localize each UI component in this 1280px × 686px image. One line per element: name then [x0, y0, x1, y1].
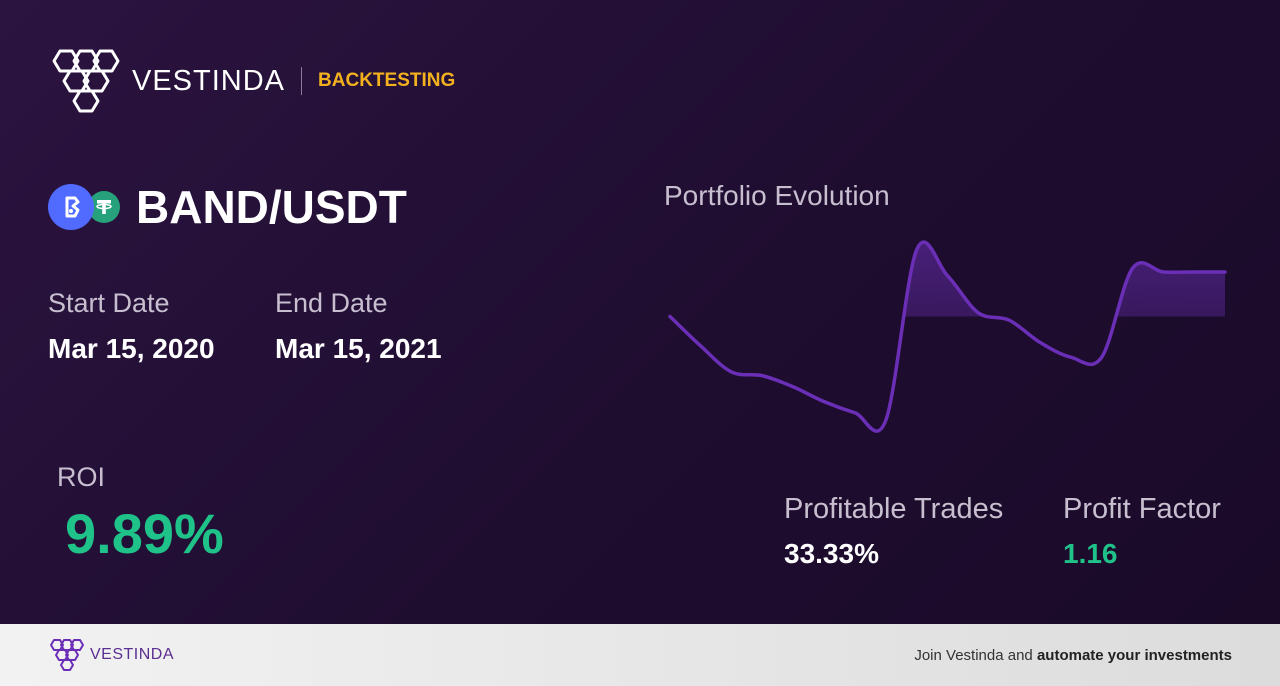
chart-area-fill	[903, 242, 1225, 317]
brand-tag: BACKTESTING	[318, 70, 456, 91]
roi-value: 9.89%	[65, 502, 224, 565]
trading-pair: BAND/USDT	[48, 180, 407, 234]
chart-point-7	[885, 419, 887, 421]
end-date: End Date Mar 15, 2021	[275, 288, 442, 365]
footer-cta[interactable]: Join Vestinda and automate your investme…	[914, 647, 1232, 664]
roi-block: ROI 9.89%	[57, 462, 224, 566]
chart-point-13	[1070, 356, 1072, 358]
profit-factor-value: 1.16	[1063, 538, 1118, 569]
end-date-value: Mar 15, 2021	[275, 333, 442, 364]
vestinda-logo-icon	[52, 49, 120, 113]
chart-point-0	[669, 315, 671, 317]
roi-label: ROI	[57, 462, 106, 492]
chart-point-9	[947, 275, 949, 277]
footer-brand-name: VESTINDA	[90, 646, 175, 663]
chart-point-2	[731, 371, 733, 373]
profit-factor-label: Profit Factor	[1063, 493, 1221, 525]
profitable-trades: Profitable Trades 33.33%	[784, 493, 1003, 570]
chart-point-11	[1008, 319, 1010, 321]
chart-point-15	[1132, 267, 1134, 269]
footer-brand[interactable]: VESTINDA	[48, 638, 174, 672]
backtest-card: VESTINDA BACKTESTING BAND/USDT Start Dat…	[0, 0, 1280, 624]
brand-name: VESTINDA	[132, 64, 286, 97]
end-date-label: End Date	[275, 288, 388, 318]
start-date: Start Date Mar 15, 2020	[48, 288, 215, 365]
chart-title: Portfolio Evolution	[664, 180, 890, 211]
chart-point-18	[1224, 271, 1226, 273]
profitable-trades-value: 33.33%	[784, 538, 879, 569]
start-date-value: Mar 15, 2020	[48, 333, 215, 364]
chart-point-17	[1193, 271, 1195, 273]
footer-cta-prefix: Join Vestinda and	[914, 646, 1037, 664]
brand-header: VESTINDA BACKTESTING	[48, 46, 455, 116]
brand-divider	[301, 67, 303, 95]
pair-title: BAND/USDT	[136, 181, 407, 233]
footer-bar: VESTINDA Join Vestinda and automate your…	[0, 624, 1280, 686]
chart-point-14	[1101, 356, 1103, 358]
chart-point-10	[977, 312, 979, 314]
chart-point-5	[823, 401, 825, 403]
start-date-label: Start Date	[48, 288, 170, 318]
chart-series-line	[668, 240, 1227, 433]
chart-point-3	[762, 375, 764, 377]
footer-cta-bold: automate your investments	[1036, 646, 1232, 664]
vestinda-logo-icon	[50, 639, 84, 671]
chart-point-1	[700, 345, 702, 347]
band-protocol-icon	[48, 184, 94, 230]
chart-point-12	[1039, 341, 1041, 343]
profit-factor: Profit Factor 1.16	[1063, 493, 1221, 570]
portfolio-chart	[668, 240, 1227, 433]
chart-point-4	[792, 386, 794, 388]
chart-point-6	[854, 412, 856, 414]
chart-point-16	[1162, 271, 1164, 273]
profitable-trades-label: Profitable Trades	[784, 493, 1004, 525]
chart-point-8	[916, 249, 918, 251]
